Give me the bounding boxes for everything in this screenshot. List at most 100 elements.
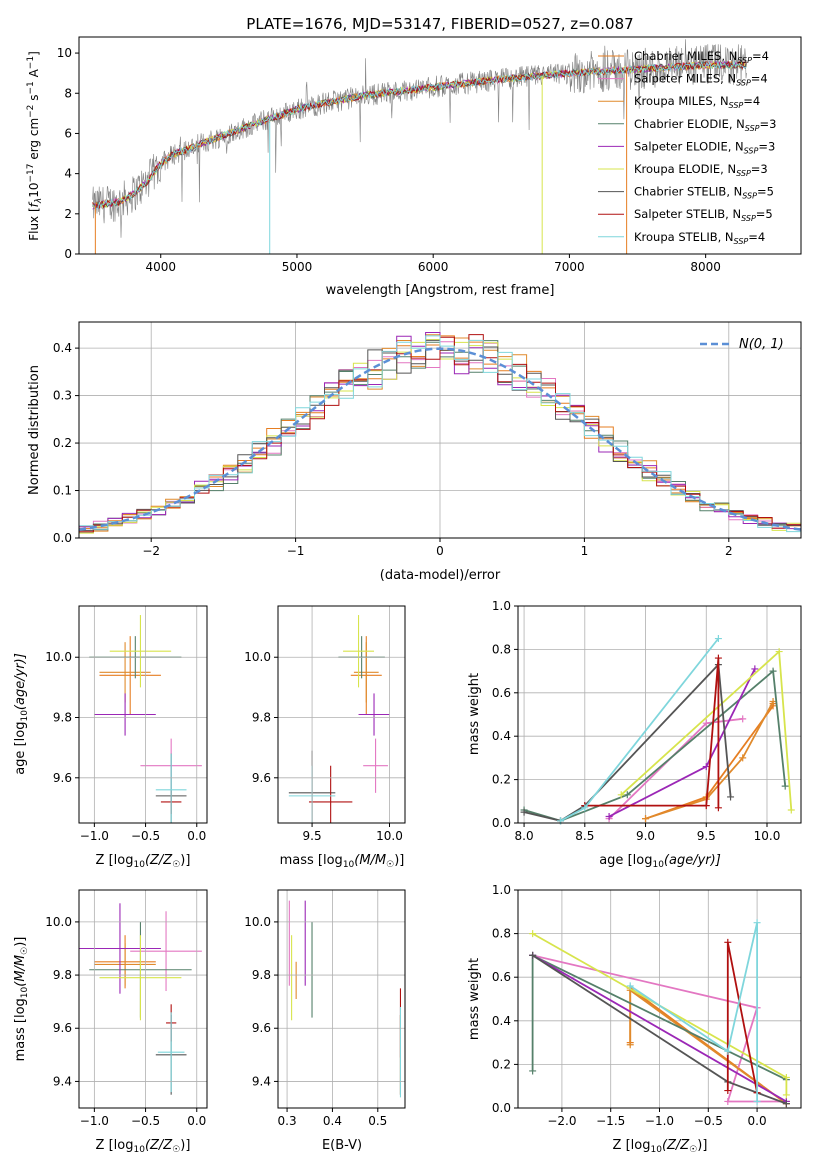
histogram-x-ticks: −2 −1 0 1 2 xyxy=(142,538,733,558)
mass-weight-marker xyxy=(605,812,613,820)
x-tick-label: −0.5 xyxy=(131,1114,160,1128)
mass-weight-marker xyxy=(626,982,634,990)
mass-weight-marker xyxy=(520,808,528,816)
mass-vs-metallicity-x-label: Z [log10(Z/Z☉)] xyxy=(96,1138,191,1155)
legend-entry: Chabrier MILES, NSSP=4 xyxy=(634,49,769,65)
histogram-x-axis-label: (data-model)/error xyxy=(380,568,501,583)
y-tick-label: 9.4 xyxy=(252,1074,271,1088)
legend-entry: Chabrier STELIB, NSSP=5 xyxy=(634,185,774,201)
y-tick-label: 0.8 xyxy=(492,642,511,656)
x-tick-label: 7000 xyxy=(554,260,585,274)
histogram-plot-area xyxy=(78,332,802,534)
mass-weight-marker xyxy=(751,665,759,673)
spectrum-title: PLATE=1676, MJD=53147, FIBERID=0527, z=0… xyxy=(246,15,633,33)
age-vs-mass-x-label: mass [log10(M/M☉)] xyxy=(280,853,405,870)
x-tick-label: 0.0 xyxy=(748,1114,767,1128)
age-vs-metallicity-plot xyxy=(79,606,207,823)
legend-entry: Kroupa ELODIE, NSSP=3 xyxy=(634,162,768,178)
y-tick-label: 8 xyxy=(64,86,72,100)
y-tick-label: 9.6 xyxy=(252,1021,271,1035)
spectrum-panel: PLATE=1676, MJD=53147, FIBERID=0527, z=0… xyxy=(26,15,802,298)
mass-vs-extinction-x-label: E(B-V) xyxy=(322,1138,362,1153)
mass-weight-marker xyxy=(529,930,537,938)
spectrum-y-ticks: 0 2 4 6 8 10 xyxy=(57,46,79,261)
legend-entry: Salpeter ELODIE, NSSP=3 xyxy=(634,139,775,155)
y-tick-label: 2 xyxy=(64,207,72,221)
x-tick-label: 0.4 xyxy=(323,1114,342,1128)
mass-weight-series-line xyxy=(523,669,787,822)
spectrum-x-ticks: 4000 5000 6000 7000 8000 xyxy=(145,254,721,274)
age-vs-metallicity-panel: −1.0 −0.5 0.0 9.6 9.8 10.0 Z [log10(Z/Z☉)] a… xyxy=(13,605,208,870)
mass-weight-marker xyxy=(714,635,722,643)
age-vs-metallicity-x-ticks: −1.0 −0.5 0.0 xyxy=(80,823,206,843)
legend-entry: Kroupa MILES, NSSP=4 xyxy=(634,94,760,110)
x-tick-label: 10.0 xyxy=(754,829,781,843)
mass-weight-vs-metallicity-y-ticks: 0.0 0.2 0.4 0.6 0.8 1.0 xyxy=(492,883,518,1115)
y-tick-label: 0.0 xyxy=(53,531,72,545)
x-tick-label: 9.5 xyxy=(697,829,716,843)
mass-weight-marker xyxy=(782,1100,790,1108)
x-tick-label: 0.0 xyxy=(187,1114,206,1128)
y-tick-label: 9.8 xyxy=(252,968,271,982)
mass-weight-marker xyxy=(769,667,777,675)
mass-vs-metallicity-x-ticks: −1.0 −0.5 0.0 xyxy=(80,1108,206,1128)
mass-weight-marker xyxy=(727,793,735,801)
x-tick-label: −1.0 xyxy=(80,829,109,843)
x-tick-label: −1.5 xyxy=(596,1114,625,1128)
age-vs-mass-x-ticks: 9.5 10.0 xyxy=(303,823,403,843)
mass-weight-vs-metallicity-x-ticks: −2.0 −1.5 −1.0 −0.5 0.0 xyxy=(547,1108,767,1128)
mass-weight-marker xyxy=(702,719,710,727)
mass-weight-marker xyxy=(642,815,650,823)
mass-weight-marker xyxy=(626,1041,634,1049)
y-tick-label: 10 xyxy=(57,46,72,60)
residual-histogram-panel: −2 −1 0 1 2 0.0 0.1 0.2 0.3 0.4 (data-model)/err… xyxy=(27,321,802,583)
age-vs-mass-frame xyxy=(277,605,406,824)
mass-weight-vs-age-x-label: age [log10(age/yr)] xyxy=(599,853,721,870)
gaussian-legend-label: N(0, 1) xyxy=(739,337,784,352)
mass-weight-marker xyxy=(724,1097,732,1105)
y-tick-label: 0.0 xyxy=(492,816,511,830)
mass-vs-extinction-plot xyxy=(278,890,405,1108)
mass-vs-metallicity-plot xyxy=(79,890,207,1108)
x-tick-label: 9.0 xyxy=(636,829,655,843)
mass-weight-marker xyxy=(782,1073,790,1081)
mass-vs-extinction-frame xyxy=(277,889,406,1109)
mass-weight-marker xyxy=(702,763,710,771)
y-tick-label: 0.4 xyxy=(492,729,511,743)
x-tick-label: −1 xyxy=(287,544,305,558)
mass-weight-marker xyxy=(739,754,747,762)
y-tick-label: 0.8 xyxy=(492,927,511,941)
y-tick-label: 1.0 xyxy=(492,599,511,613)
legend-entry: Kroupa STELIB, NSSP=4 xyxy=(634,230,765,246)
mass-weight-series-line xyxy=(560,637,720,822)
mass-weight-vs-metallicity-plot xyxy=(529,919,790,1108)
spectrum-y-axis-label: Flux [fλ10−17 erg cm−2 s−1 A−1] xyxy=(26,51,44,241)
y-tick-label: 0.4 xyxy=(492,1014,511,1028)
mass-weight-series-line xyxy=(532,954,787,1103)
y-tick-label: 0.0 xyxy=(492,1101,511,1115)
age-vs-mass-y-ticks: 9.6 9.8 10.0 xyxy=(244,650,278,785)
y-tick-label: 0.2 xyxy=(53,436,72,450)
x-tick-label: 2 xyxy=(725,544,733,558)
legend-entry: Salpeter MILES, NSSP=4 xyxy=(634,72,768,88)
age-vs-mass-panel: 9.5 10.0 9.6 9.8 10.0 mass [log10(M/M☉)] xyxy=(244,605,406,870)
x-tick-label: 1 xyxy=(581,544,589,558)
x-tick-label: 8.0 xyxy=(515,829,534,843)
observed-spectrum-line xyxy=(92,39,747,238)
x-tick-label: −2 xyxy=(142,544,160,558)
y-tick-label: 9.6 xyxy=(53,771,72,785)
mass-weight-vs-age-x-ticks: 8.0 8.5 9.0 9.5 10.0 xyxy=(515,823,781,843)
y-tick-label: 0.2 xyxy=(492,1057,511,1071)
y-tick-label: 10.0 xyxy=(45,650,72,664)
mass-vs-metallicity-y-ticks: 9.4 9.6 9.8 10.0 xyxy=(45,915,79,1088)
mass-weight-marker xyxy=(714,654,722,662)
mass-weight-marker xyxy=(529,951,537,959)
x-tick-label: 0 xyxy=(436,544,444,558)
mass-weight-marker xyxy=(623,791,631,799)
mass-weight-marker xyxy=(617,791,625,799)
mass-vs-extinction-x-ticks: 0.3 0.4 0.5 xyxy=(278,1108,387,1128)
mass-weight-marker xyxy=(775,648,783,656)
y-tick-label: 10.0 xyxy=(45,915,72,929)
y-tick-label: 0 xyxy=(64,247,72,261)
age-vs-mass-plot xyxy=(278,606,405,823)
